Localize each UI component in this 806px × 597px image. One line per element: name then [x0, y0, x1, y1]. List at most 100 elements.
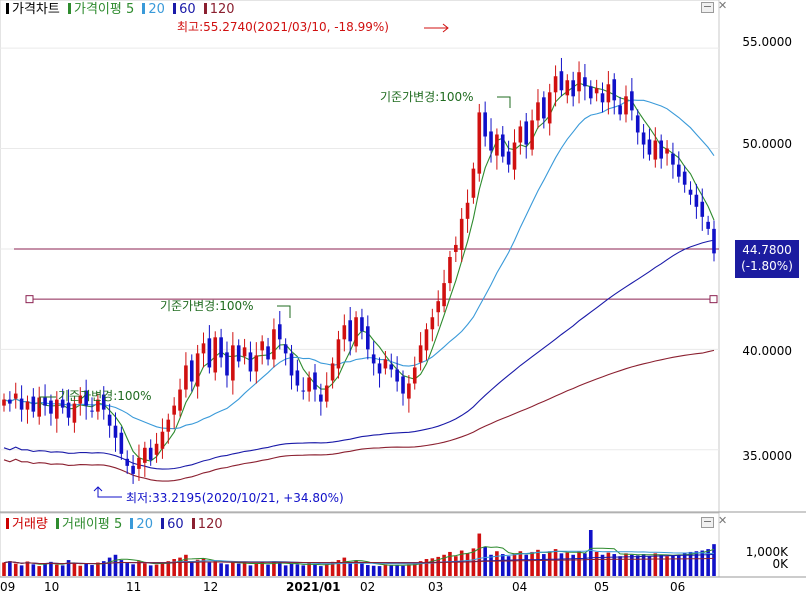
volume-bar	[665, 556, 669, 576]
x-label-10: 10	[44, 580, 60, 594]
volume-bar	[630, 554, 634, 576]
volume-bar	[2, 562, 6, 576]
candle-body	[201, 343, 206, 354]
volume-bar	[319, 566, 323, 576]
candle	[8, 391, 12, 412]
volume-bar	[706, 549, 710, 576]
candle-body	[465, 202, 470, 219]
current-price-change: (-1.80%)	[741, 259, 793, 273]
candle-body	[489, 131, 493, 151]
candle-body	[137, 457, 141, 469]
volume-bar	[178, 557, 182, 576]
candle	[477, 103, 482, 182]
volume-tick-1000k: 1,000K	[745, 545, 788, 559]
candle-body	[688, 189, 693, 195]
candle-body	[459, 218, 464, 250]
volume-bar	[454, 556, 458, 576]
candle	[641, 124, 646, 159]
volume-bar	[231, 561, 235, 576]
ma-line-5	[3, 82, 715, 462]
candle-body	[19, 398, 24, 410]
volume-bar	[530, 551, 534, 576]
volume-bar	[301, 565, 306, 576]
candle	[137, 444, 141, 481]
volume-bar	[712, 544, 716, 576]
x-label-03: 03	[428, 580, 444, 594]
candle-body	[172, 405, 176, 415]
close-icon[interactable]: ✕	[718, 0, 728, 12]
annotation-arrows	[39, 23, 511, 498]
volume-bar	[489, 554, 493, 576]
price-panel-frame	[0, 0, 806, 513]
volume-bar	[324, 563, 329, 576]
volume-close-icon[interactable]: ✕	[718, 514, 728, 527]
candle-body	[25, 401, 30, 410]
candle	[465, 189, 470, 233]
candle-body	[676, 164, 681, 177]
volume-bar	[700, 550, 705, 576]
volume-bar	[31, 564, 36, 576]
volume-bar	[272, 561, 276, 576]
candle-body	[618, 105, 622, 115]
candle-body	[577, 72, 581, 92]
candle	[31, 388, 36, 418]
candle	[66, 389, 71, 426]
volume-bar	[201, 558, 206, 576]
candle	[148, 439, 153, 466]
candle-body	[348, 320, 352, 342]
volume-bar	[307, 563, 311, 576]
candle	[49, 394, 53, 426]
candle	[242, 338, 247, 365]
candle-body	[682, 171, 687, 185]
candle-body	[37, 397, 42, 417]
volume-minimize-icon[interactable]	[701, 517, 714, 528]
candle-body	[366, 326, 370, 350]
candle	[389, 353, 394, 378]
volume-bar	[659, 554, 663, 576]
candle	[289, 344, 294, 390]
candle-body	[31, 396, 36, 412]
candle-body	[60, 399, 65, 408]
candle	[518, 120, 523, 155]
minimize-icon[interactable]	[701, 2, 714, 13]
candle-body	[342, 325, 347, 340]
candle	[559, 57, 564, 97]
candle	[25, 395, 30, 424]
candle-body	[506, 151, 511, 165]
candle	[442, 269, 446, 313]
reference-arrow-3	[497, 96, 511, 108]
candle-body	[647, 139, 652, 155]
candle-body	[131, 465, 135, 474]
candle-body	[43, 397, 47, 406]
reference-change-label-1: 기준가변경:100%	[58, 389, 152, 403]
candle-body	[154, 443, 159, 455]
candle-body	[260, 341, 264, 351]
volume-bar	[583, 553, 587, 576]
candle	[319, 383, 323, 416]
volume-bar	[166, 561, 171, 576]
candle	[313, 364, 317, 402]
volume-bar	[49, 561, 53, 576]
horizontal-line-2-handle-right	[709, 295, 718, 304]
candle	[219, 328, 223, 368]
candle-body	[266, 346, 270, 360]
price-legend: 가격차트 가격이평 5 20 60 120	[6, 3, 235, 17]
legend-price-ma5: 가격이평 5	[73, 2, 135, 17]
candle	[84, 379, 88, 420]
reference-arrow-2	[277, 305, 291, 318]
candle-body	[630, 91, 634, 111]
volume-bar	[225, 564, 229, 576]
candle-body	[148, 447, 153, 460]
candle	[471, 162, 476, 204]
candle	[101, 386, 106, 420]
candle	[489, 118, 493, 163]
volume-bar	[207, 562, 212, 576]
candle-body	[213, 337, 218, 373]
price-tick-40: 40.0000	[742, 344, 792, 358]
volume-bar	[383, 564, 388, 576]
low-arrow	[93, 486, 122, 498]
candle	[254, 342, 259, 384]
candle	[618, 96, 622, 121]
reference-change-label-3: 기준가변경:100%	[380, 90, 474, 104]
